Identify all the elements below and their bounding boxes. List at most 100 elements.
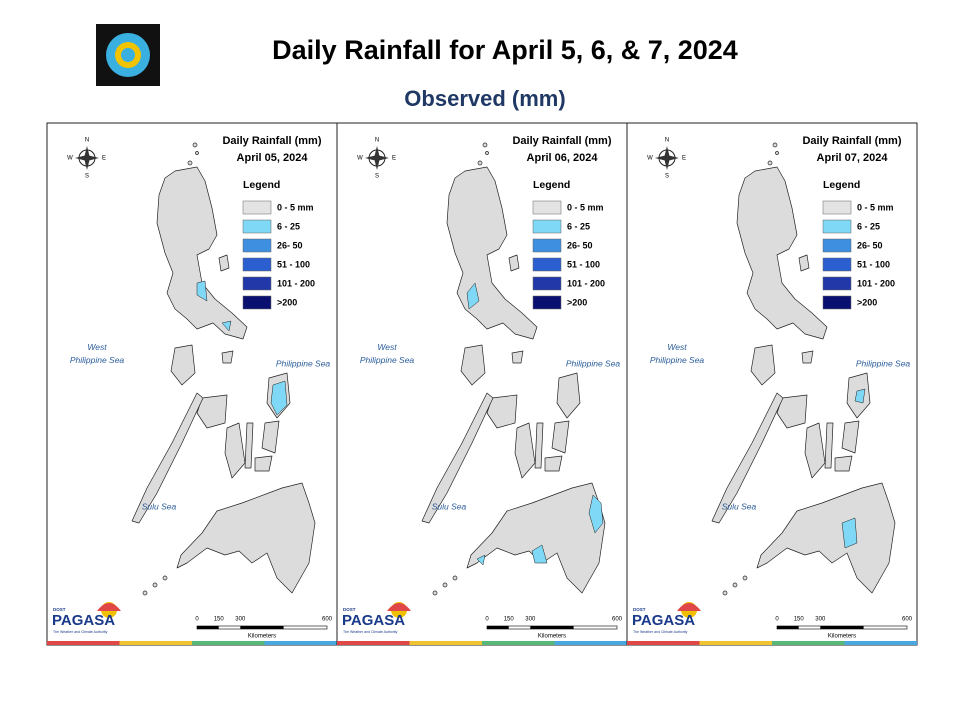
rainfall-area xyxy=(854,388,866,404)
legend-title: Legend xyxy=(823,179,860,191)
map-panel: Daily Rainfall (mm) April 06, 2024 Legend 0… xyxy=(336,122,628,646)
legend-swatch xyxy=(242,276,272,291)
legend-label: 101 - 200 xyxy=(567,278,605,288)
legend-label: 0 - 5 mm xyxy=(857,202,894,212)
rainfall-area xyxy=(196,280,208,302)
color-strip xyxy=(337,641,410,645)
legend-swatch xyxy=(532,276,562,291)
legend-swatch xyxy=(532,295,562,310)
compass-letter: W xyxy=(357,156,363,162)
scale-bar-fill xyxy=(820,626,864,629)
scale-bar-fill xyxy=(530,626,574,629)
rainfall-area xyxy=(476,554,486,566)
scale-tick-label: 150 xyxy=(794,617,805,623)
logo-dept: DOST xyxy=(633,607,646,612)
scale-unit: Kilometers xyxy=(248,634,276,640)
scale-tick-label: 0 xyxy=(485,617,489,623)
sea-label: Sulu Sea xyxy=(142,501,177,511)
sea-label: Philippine Sea xyxy=(276,358,331,368)
logo-dept: DOST xyxy=(343,607,356,612)
legend-label: 51 - 100 xyxy=(857,259,890,269)
legend-swatch xyxy=(532,200,562,215)
panel-heading: Daily Rainfall (mm) xyxy=(222,135,321,147)
sea-label: Philippine Sea xyxy=(856,358,911,368)
sea-label: West Philippine Sea xyxy=(650,342,705,365)
scale-tick-label: 0 xyxy=(775,617,779,623)
color-strip xyxy=(772,641,845,645)
color-strip xyxy=(47,641,120,645)
compass-letter: S xyxy=(375,174,379,180)
scale-tick-label: 300 xyxy=(815,617,826,623)
rainfall-area xyxy=(466,282,480,310)
legend-swatch xyxy=(242,200,272,215)
logo-agency: PAGASA xyxy=(342,612,405,629)
rainfall-area xyxy=(841,517,858,549)
legend-label: 0 - 5 mm xyxy=(277,202,314,212)
logo-tagline: The Weather and Climate Authority xyxy=(53,630,108,634)
compass-rose xyxy=(365,146,389,170)
panel-heading: Daily Rainfall (mm) xyxy=(802,135,901,147)
color-strip xyxy=(627,641,700,645)
sea-label: West Philippine Sea xyxy=(360,342,415,365)
rainfall-area xyxy=(588,494,604,534)
color-strip xyxy=(192,641,265,645)
legend-label: 101 - 200 xyxy=(857,278,895,288)
compass-letter: E xyxy=(392,156,396,162)
scale-bar-fill xyxy=(487,626,509,629)
compass-rose xyxy=(75,146,99,170)
scale-unit: Kilometers xyxy=(828,634,856,640)
panel-date: April 06, 2024 xyxy=(527,152,599,164)
scale-bar-fill xyxy=(240,626,284,629)
scale-tick-label: 600 xyxy=(322,617,333,623)
legend-label: 6 - 25 xyxy=(857,221,880,231)
legend-swatch xyxy=(822,276,852,291)
map-panel: Daily Rainfall (mm) April 07, 2024 Legend 0… xyxy=(626,122,918,646)
legend-swatch xyxy=(242,238,272,253)
legend-label: 51 - 100 xyxy=(567,259,600,269)
color-strip xyxy=(844,641,917,645)
header-logo xyxy=(96,24,160,86)
legend-swatch xyxy=(242,257,272,272)
scale-bar-fill xyxy=(777,626,799,629)
scale-tick-label: 300 xyxy=(235,617,246,623)
compass-letter: W xyxy=(647,156,653,162)
legend-swatch xyxy=(822,219,852,234)
sea-label: Sulu Sea xyxy=(722,501,757,511)
color-strip xyxy=(409,641,482,645)
compass-rose xyxy=(655,146,679,170)
compass-letter: E xyxy=(682,156,686,162)
scale-bar-fill xyxy=(197,626,219,629)
legend-label: >200 xyxy=(567,297,587,307)
color-strip xyxy=(264,641,337,645)
color-strip xyxy=(699,641,772,645)
legend-swatch xyxy=(532,238,562,253)
legend-title: Legend xyxy=(243,179,280,191)
subtitle: Observed (mm) xyxy=(404,86,565,111)
panel-heading: Daily Rainfall (mm) xyxy=(512,135,611,147)
sea-label: Philippine Sea xyxy=(566,358,621,368)
scale-tick-label: 150 xyxy=(504,617,515,623)
logo-agency: PAGASA xyxy=(632,612,695,629)
legend-label: 26- 50 xyxy=(567,240,593,250)
logo-umbrella xyxy=(677,603,701,611)
scale-tick-label: 300 xyxy=(525,617,536,623)
map-panel: Daily Rainfall (mm) April 05, 2024 Legend 0… xyxy=(46,122,338,646)
panel-date: April 05, 2024 xyxy=(237,152,309,164)
compass-letter: S xyxy=(85,174,89,180)
logo-agency: PAGASA xyxy=(52,612,115,629)
scale-tick-label: 600 xyxy=(612,617,623,623)
title: Daily Rainfall for April 5, 6, & 7, 2024 xyxy=(272,35,738,65)
compass-letter: N xyxy=(665,138,669,144)
legend-label: >200 xyxy=(277,297,297,307)
legend-label: 26- 50 xyxy=(277,240,303,250)
compass-letter: S xyxy=(665,174,669,180)
legend-swatch xyxy=(822,200,852,215)
rainfall-area xyxy=(221,320,232,332)
color-strip xyxy=(554,641,627,645)
scale-tick-label: 600 xyxy=(902,617,913,623)
legend-label: 6 - 25 xyxy=(567,221,590,231)
panel-date: April 07, 2024 xyxy=(817,152,889,164)
scale-tick-label: 0 xyxy=(195,617,199,623)
legend-swatch xyxy=(242,295,272,310)
